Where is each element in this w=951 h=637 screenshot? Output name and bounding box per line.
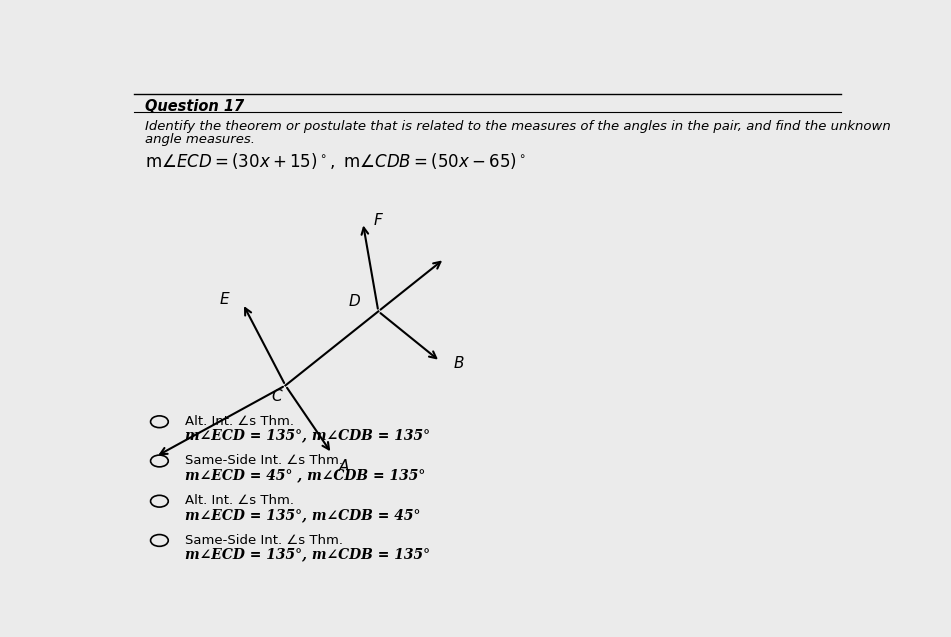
Text: Alt. Int. ∠s Thm.: Alt. Int. ∠s Thm.: [185, 415, 294, 428]
Text: m∠ECD = 135°, m∠CDB = 45°: m∠ECD = 135°, m∠CDB = 45°: [185, 508, 420, 522]
Text: C: C: [271, 389, 281, 404]
Text: Identify the theorem or postulate that is related to the measures of the angles : Identify the theorem or postulate that i…: [145, 120, 890, 132]
Text: E: E: [220, 292, 229, 307]
Text: Question 17: Question 17: [145, 99, 243, 113]
Text: m∠ECD = 135°, m∠CDB = 135°: m∠ECD = 135°, m∠CDB = 135°: [185, 547, 431, 561]
Text: m∠ECD = 45° , m∠CDB = 135°: m∠ECD = 45° , m∠CDB = 135°: [185, 468, 426, 482]
Text: Same-Side Int. ∠s Thm.: Same-Side Int. ∠s Thm.: [185, 454, 343, 467]
Text: Alt. Int. ∠s Thm.: Alt. Int. ∠s Thm.: [185, 494, 294, 507]
Text: A: A: [340, 459, 350, 473]
Text: angle measures.: angle measures.: [145, 133, 255, 146]
Text: $\mathrm{m}\angle ECD = (30x+15)^\circ,\ \mathrm{m}\angle CDB = (50x-65)^\circ$: $\mathrm{m}\angle ECD = (30x+15)^\circ,\…: [145, 151, 526, 171]
Text: Same-Side Int. ∠s Thm.: Same-Side Int. ∠s Thm.: [185, 534, 343, 547]
Text: m∠ECD = 135°, m∠CDB = 135°: m∠ECD = 135°, m∠CDB = 135°: [185, 429, 431, 443]
Text: F: F: [374, 213, 382, 227]
Text: D: D: [348, 294, 359, 309]
Text: B: B: [454, 356, 464, 371]
